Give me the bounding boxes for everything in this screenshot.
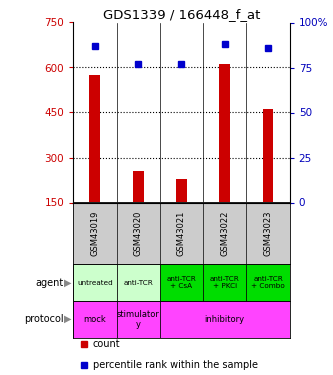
Text: anti-TCR
+ PKCi: anti-TCR + PKCi	[210, 276, 240, 289]
Text: GSM43020: GSM43020	[134, 211, 143, 256]
Title: GDS1339 / 166448_f_at: GDS1339 / 166448_f_at	[103, 8, 260, 21]
Bar	[203, 264, 246, 301]
Text: anti-TCR
+ CsA: anti-TCR + CsA	[166, 276, 196, 289]
Text: GSM43019: GSM43019	[90, 211, 100, 256]
Text: protocol: protocol	[24, 314, 63, 324]
Text: GSM43022: GSM43022	[220, 211, 229, 256]
Text: count: count	[93, 339, 120, 349]
Text: GSM43021: GSM43021	[177, 211, 186, 256]
Bar	[133, 171, 144, 202]
Text: inhibitory: inhibitory	[205, 315, 245, 324]
Text: anti-TCR: anti-TCR	[123, 280, 153, 286]
Bar	[73, 301, 117, 338]
Text: GSM43023: GSM43023	[263, 211, 273, 256]
Text: anti-TCR
+ Combo: anti-TCR + Combo	[251, 276, 285, 289]
Text: agent: agent	[35, 278, 63, 288]
Bar	[160, 264, 203, 301]
Text: stimulator
y: stimulator y	[117, 310, 160, 328]
Text: mock: mock	[84, 315, 106, 324]
Bar	[263, 110, 273, 202]
Bar	[117, 264, 160, 301]
Bar	[160, 301, 290, 338]
Bar	[246, 264, 290, 301]
Text: ▶: ▶	[64, 314, 72, 324]
Bar	[176, 178, 187, 203]
Bar	[117, 301, 160, 338]
Bar	[73, 264, 117, 301]
Text: percentile rank within the sample: percentile rank within the sample	[93, 360, 258, 369]
Bar	[219, 64, 230, 203]
Bar	[90, 75, 100, 202]
Text: ▶: ▶	[64, 278, 72, 288]
Text: untreated: untreated	[77, 280, 113, 286]
